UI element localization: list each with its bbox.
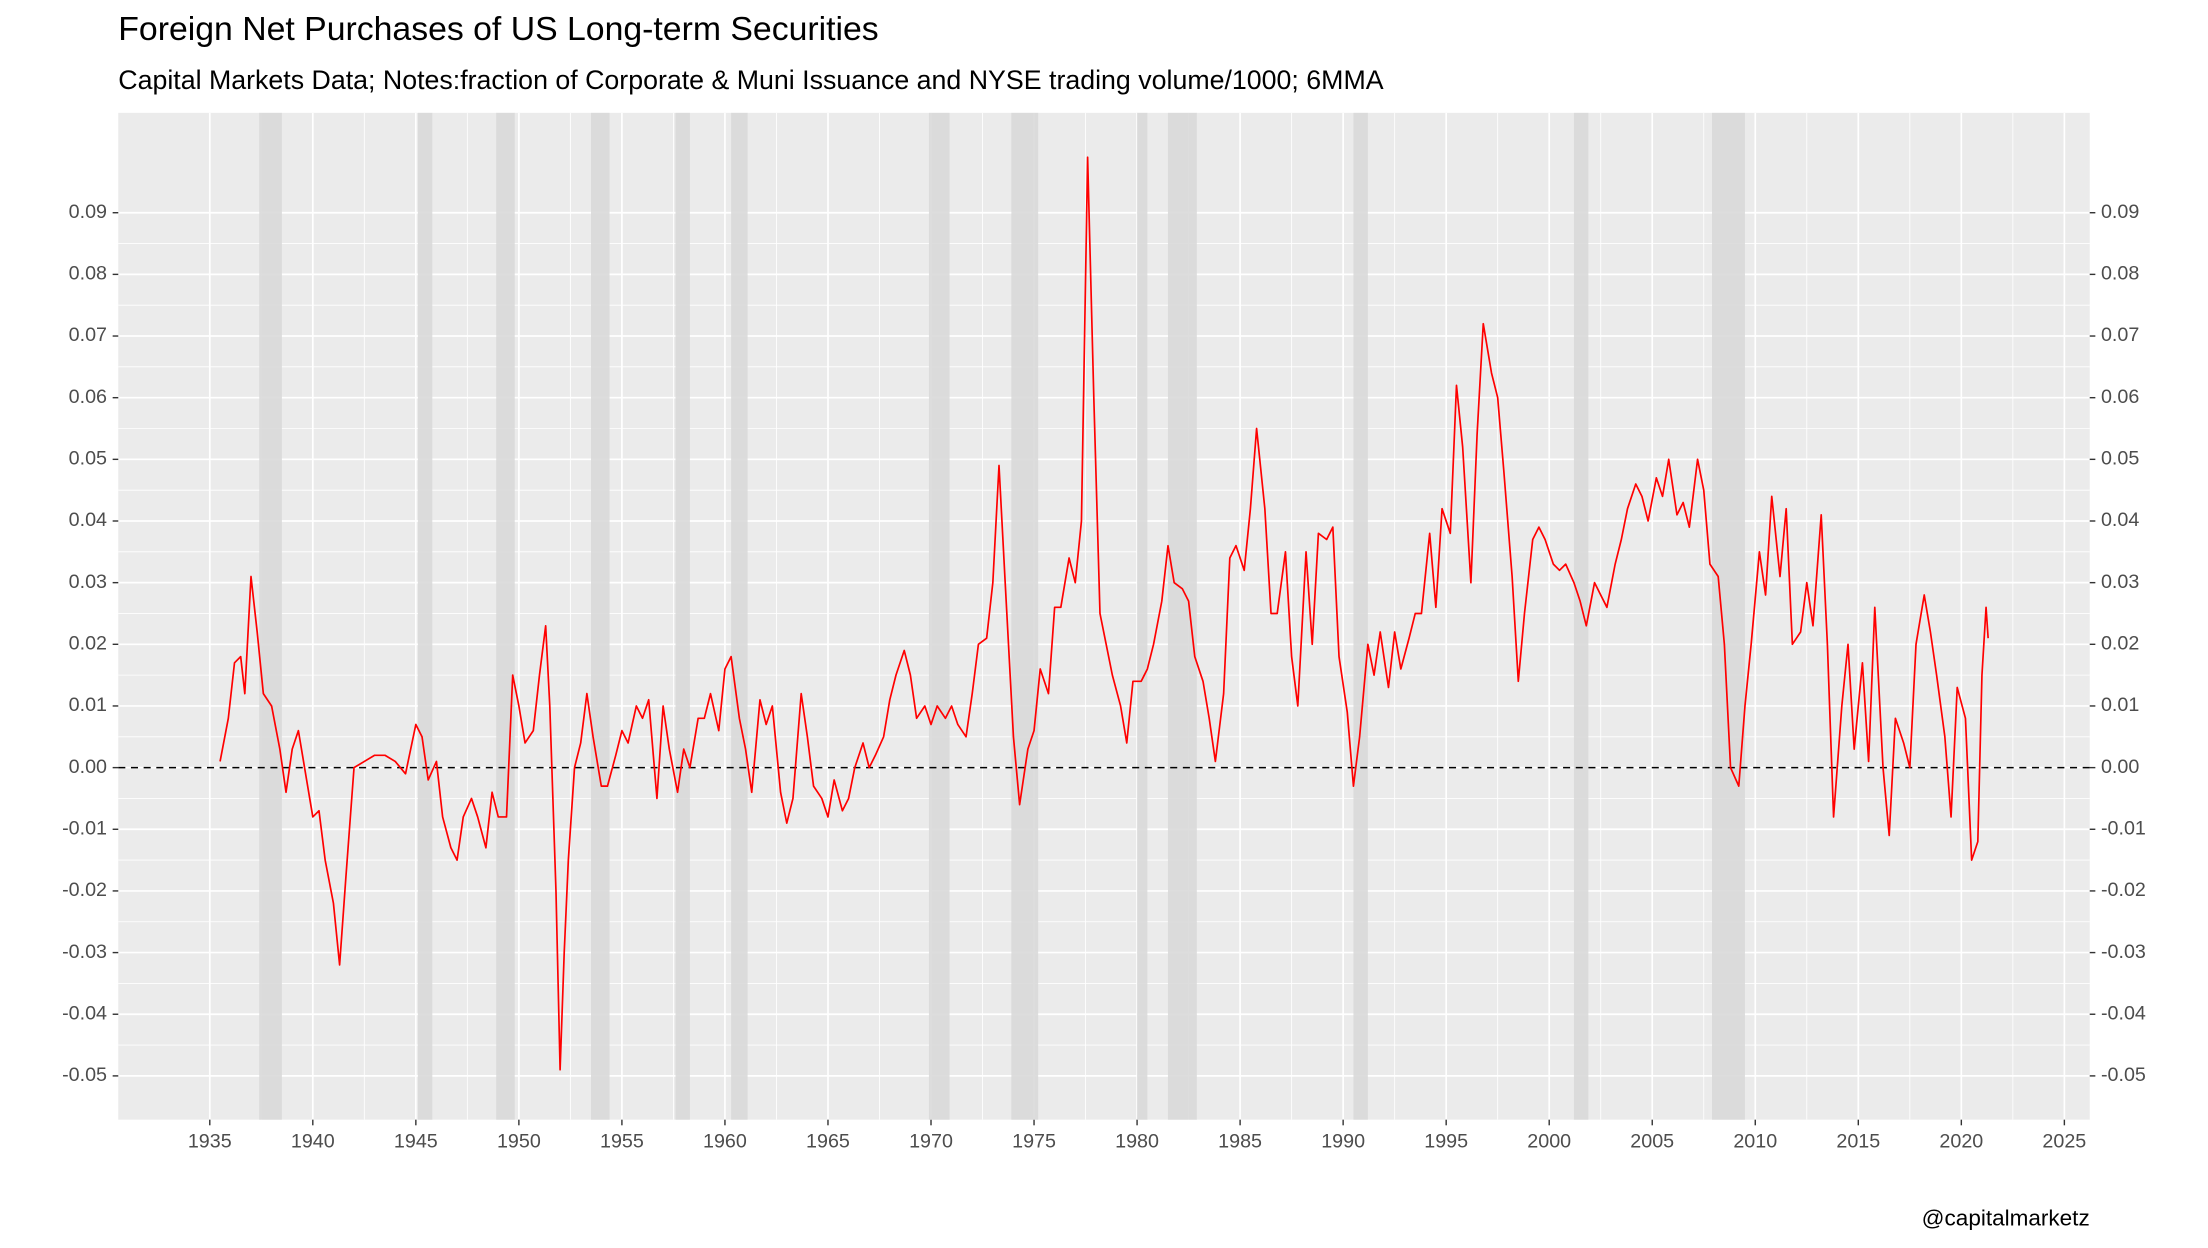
- x-tick-label: 2020: [1939, 1130, 1983, 1152]
- y-tick-label: 0.06: [69, 386, 107, 408]
- y-tick-label: -0.01: [62, 817, 107, 839]
- x-tick-label: 1995: [1424, 1130, 1468, 1152]
- y2-tick-label: -0.04: [2101, 1002, 2146, 1024]
- x-tick-label: 1935: [188, 1130, 232, 1152]
- x-tick-label: 1975: [1012, 1130, 1056, 1152]
- chart-title: Foreign Net Purchases of US Long-term Se…: [118, 10, 878, 48]
- y-tick-label: -0.03: [62, 941, 107, 963]
- recession-band: [1573, 112, 1589, 1120]
- y2-tick-label: 0.01: [2101, 694, 2139, 716]
- recession-band: [1711, 112, 1745, 1120]
- y-tick-label: -0.05: [62, 1064, 107, 1086]
- recession-band: [731, 112, 748, 1120]
- y2-tick-label: 0.05: [2101, 448, 2139, 470]
- recession-band: [1167, 112, 1197, 1120]
- y-tick-label: 0.01: [69, 694, 107, 716]
- recession-band: [928, 112, 950, 1120]
- y-tick-label: 0.07: [69, 324, 107, 346]
- y-tick-label: -0.02: [62, 879, 107, 901]
- recession-band: [259, 112, 282, 1120]
- y2-tick-label: 0.07: [2101, 324, 2139, 346]
- recession-band: [1353, 112, 1368, 1120]
- x-tick-label: 2000: [1527, 1130, 1571, 1152]
- recession-band: [1011, 112, 1039, 1120]
- panel: [118, 112, 2090, 1120]
- x-tick-label: 1980: [1115, 1130, 1159, 1152]
- y-tick-label: 0.04: [69, 509, 107, 531]
- x-tick-label: 1945: [394, 1130, 438, 1152]
- y2-tick-label: -0.05: [2101, 1064, 2146, 1086]
- x-tick-label: 2005: [1630, 1130, 1674, 1152]
- y-tick-label: 0.02: [69, 633, 107, 655]
- recession-band: [675, 112, 690, 1120]
- x-tick-label: 2025: [2042, 1130, 2086, 1152]
- y2-tick-label: 0.09: [2101, 201, 2139, 223]
- y2-tick-label: 0.04: [2101, 509, 2139, 531]
- x-tick-label: 2015: [1836, 1130, 1880, 1152]
- x-tick-label: 1955: [600, 1130, 644, 1152]
- y-tick-label: -0.04: [62, 1002, 107, 1024]
- y2-tick-label: 0.03: [2101, 571, 2139, 593]
- caption: @capitalmarketz: [1922, 1206, 2090, 1231]
- data-line: [219, 156, 1989, 1071]
- x-tick-label: 1965: [806, 1130, 850, 1152]
- recession-band: [417, 112, 433, 1120]
- recession-band: [590, 112, 610, 1120]
- x-tick-label: 1985: [1218, 1130, 1262, 1152]
- y2-tick-label: 0.02: [2101, 633, 2139, 655]
- y2-tick-label: 0.06: [2101, 386, 2139, 408]
- x-tick-label: 1990: [1321, 1130, 1365, 1152]
- recession-band: [496, 112, 515, 1120]
- y2-tick-label: -0.03: [2101, 941, 2146, 963]
- x-tick-label: 1970: [909, 1130, 953, 1152]
- x-tick-label: 2010: [1733, 1130, 1777, 1152]
- chart-subtitle: Capital Markets Data; Notes:fraction of …: [118, 65, 1383, 95]
- y-tick-label: 0.08: [69, 263, 107, 285]
- y2-tick-label: 0.00: [2101, 756, 2139, 778]
- recession-band: [1137, 112, 1148, 1120]
- y2-tick-label: -0.01: [2101, 817, 2146, 839]
- y-tick-label: 0.00: [69, 756, 107, 778]
- y2-tick-label: -0.02: [2101, 879, 2146, 901]
- y-tick-label: 0.05: [69, 448, 107, 470]
- y2-tick-label: 0.08: [2101, 263, 2139, 285]
- x-tick-label: 1940: [291, 1130, 335, 1152]
- y-tick-label: 0.03: [69, 571, 107, 593]
- y-tick-label: 0.09: [69, 201, 107, 223]
- x-tick-label: 1960: [703, 1130, 747, 1152]
- x-tick-label: 1950: [497, 1130, 541, 1152]
